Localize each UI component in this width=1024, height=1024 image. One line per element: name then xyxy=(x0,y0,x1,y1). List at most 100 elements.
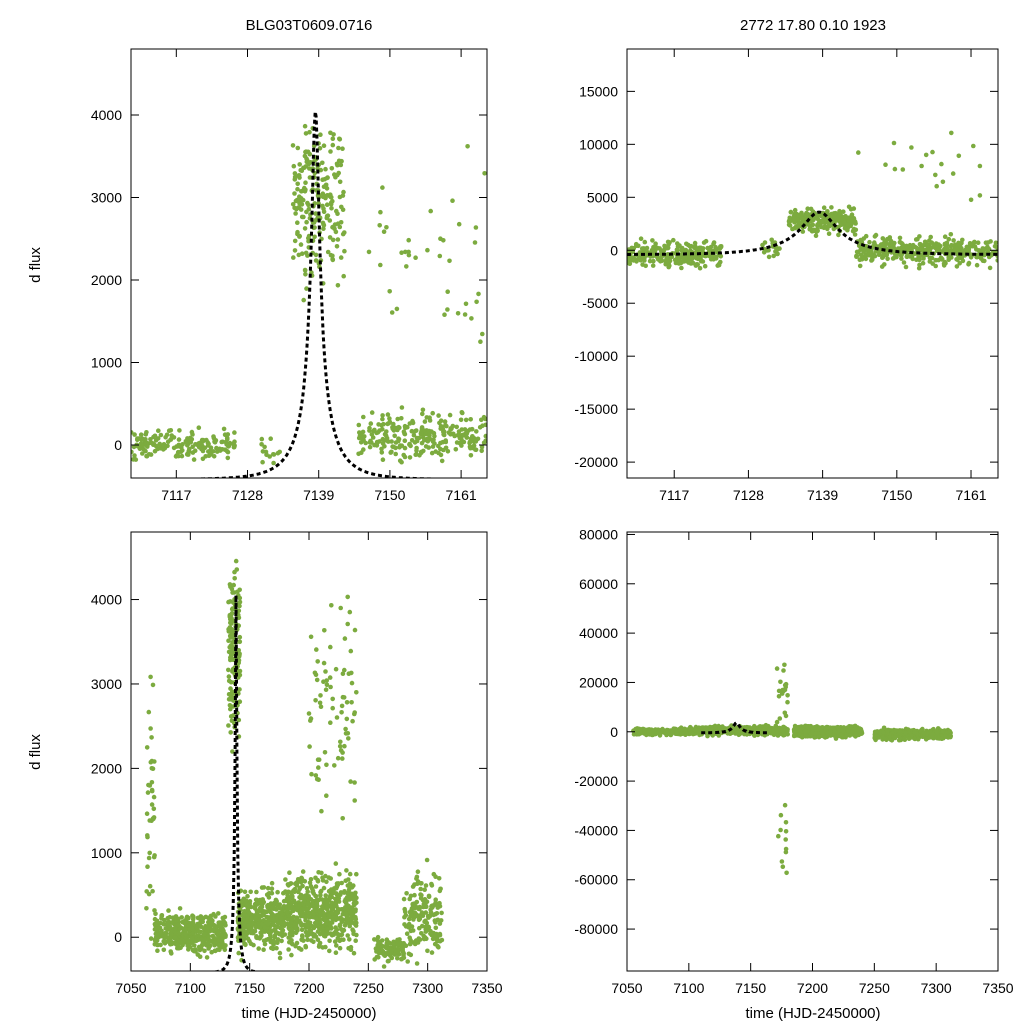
data-point xyxy=(456,221,462,227)
data-point xyxy=(438,918,444,923)
data-point xyxy=(966,244,972,250)
data-point xyxy=(464,431,470,436)
data-point xyxy=(153,437,159,443)
data-point xyxy=(782,682,788,688)
data-point xyxy=(176,437,182,442)
data-point xyxy=(639,246,645,251)
data-point xyxy=(679,727,685,732)
data-point xyxy=(359,450,364,456)
x-tick-label: 7250 xyxy=(353,980,384,996)
data-point xyxy=(917,241,923,247)
data-point xyxy=(349,919,355,925)
data-point xyxy=(187,923,193,928)
data-point xyxy=(292,191,297,196)
data-point xyxy=(643,263,648,269)
data-point xyxy=(335,931,341,937)
top-y-axis-label: d flux xyxy=(27,247,44,283)
data-point xyxy=(651,258,656,264)
data-point xyxy=(283,877,288,882)
data-point xyxy=(305,937,310,943)
data-point xyxy=(879,243,885,248)
data-point xyxy=(483,416,487,422)
data-point xyxy=(380,416,385,422)
data-point xyxy=(248,889,253,895)
data-point xyxy=(424,924,430,929)
data-point xyxy=(342,899,348,904)
data-point xyxy=(305,889,311,895)
data-point xyxy=(807,223,813,229)
data-point xyxy=(303,918,308,923)
data-point xyxy=(169,931,174,937)
data-point xyxy=(163,930,168,936)
data-point xyxy=(780,864,786,869)
data-point xyxy=(782,710,788,716)
data-point xyxy=(674,730,679,735)
data-point xyxy=(717,725,722,731)
data-point xyxy=(344,868,349,873)
data-point xyxy=(307,915,312,920)
data-point xyxy=(148,674,153,680)
data-point xyxy=(264,452,269,458)
data-point xyxy=(808,206,814,212)
data-point xyxy=(330,257,336,263)
data-point xyxy=(299,927,305,933)
data-point xyxy=(353,938,359,943)
data-point xyxy=(290,202,296,207)
data-point xyxy=(271,452,277,457)
plot-frame xyxy=(626,48,999,479)
data-point xyxy=(908,247,913,252)
data-point xyxy=(300,869,306,874)
data-point xyxy=(306,910,312,915)
data-point xyxy=(206,441,211,447)
data-point xyxy=(690,260,696,266)
x-tick-label: 7161 xyxy=(955,487,986,503)
data-point xyxy=(289,952,294,958)
data-point xyxy=(313,884,319,889)
data-point xyxy=(968,197,974,203)
data-point xyxy=(638,236,644,241)
data-point xyxy=(326,913,332,919)
data-point xyxy=(368,421,374,426)
data-point xyxy=(435,905,441,910)
data-point xyxy=(270,904,276,910)
data-point xyxy=(352,780,357,785)
data-point xyxy=(447,258,452,264)
data-point xyxy=(324,678,330,683)
data-point xyxy=(202,931,208,936)
data-point xyxy=(378,209,383,215)
fit-curve xyxy=(627,210,998,256)
data-point xyxy=(420,411,425,417)
data-point xyxy=(312,670,318,676)
data-point xyxy=(190,444,195,450)
data-point xyxy=(380,457,386,463)
data-point xyxy=(445,449,451,454)
data-point xyxy=(330,237,336,243)
data-point xyxy=(161,947,167,953)
data-point xyxy=(379,446,384,452)
data-point xyxy=(161,939,167,945)
data-point xyxy=(325,900,330,906)
data-point xyxy=(342,636,348,641)
data-point xyxy=(302,894,308,899)
data-point xyxy=(944,243,950,248)
data-point xyxy=(299,875,304,881)
data-point xyxy=(406,921,412,927)
data-point xyxy=(137,446,143,452)
data-point xyxy=(399,250,404,255)
data-point xyxy=(436,876,442,881)
data-point xyxy=(259,436,265,442)
data-point xyxy=(430,410,436,416)
data-point xyxy=(468,445,473,451)
x-tick-label: 7150 xyxy=(374,487,405,503)
data-point xyxy=(269,880,275,886)
data-point xyxy=(993,240,998,246)
data-point xyxy=(900,167,906,172)
data-point xyxy=(439,910,444,916)
data-point xyxy=(474,429,479,434)
data-point xyxy=(266,915,271,920)
data-point xyxy=(175,449,181,455)
data-point xyxy=(333,229,339,235)
data-point xyxy=(761,727,766,733)
data-point xyxy=(149,440,154,446)
data-point xyxy=(249,916,254,922)
